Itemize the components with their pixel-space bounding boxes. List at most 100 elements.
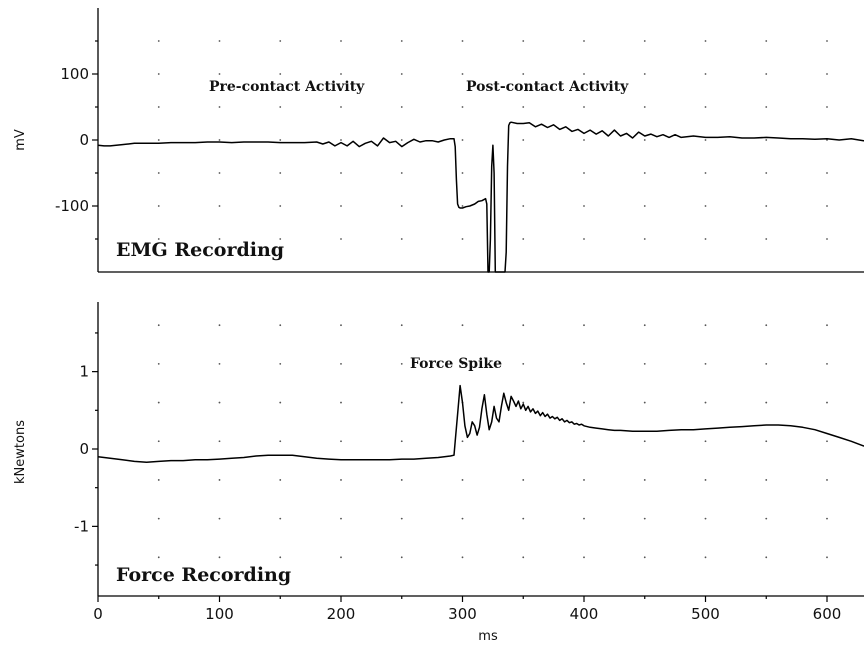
grid-dot [826, 139, 828, 141]
grid-dot [765, 324, 768, 327]
grid-dot [279, 440, 282, 443]
x-tick-label: 600 [813, 605, 842, 623]
grid-dot [279, 479, 282, 481]
grid-dot [522, 362, 525, 365]
grid-dot [400, 440, 403, 443]
grid-dot [643, 362, 646, 365]
grid-dot [765, 139, 768, 141]
grid-dot [400, 479, 403, 481]
grid-dot [400, 106, 403, 108]
grid-dot [583, 479, 585, 481]
grid-dot [157, 106, 160, 108]
grid-dot [643, 40, 646, 42]
force-panel: 1 0 -1 0 100 200 300 400 500 600 kNewtons Force S… [13, 302, 864, 644]
grid-dot [279, 172, 282, 174]
grid-dot [643, 73, 646, 75]
grid-dot [583, 324, 585, 327]
force-grid-dots [157, 324, 828, 559]
grid-dot [704, 205, 707, 207]
grid-dot [157, 401, 160, 404]
grid-dot [400, 172, 403, 174]
grid-dot [704, 517, 707, 520]
grid-dot [826, 517, 828, 520]
grid-dot [461, 479, 464, 481]
x-tick-label: 500 [691, 605, 720, 623]
grid-dot [704, 238, 707, 240]
grid-dot [826, 479, 828, 481]
grid-dot [583, 362, 585, 365]
grid-dot [461, 440, 464, 443]
grid-dot [279, 73, 282, 75]
emg-grid-dots [157, 40, 828, 240]
grid-dot [400, 517, 403, 520]
grid-dot [826, 238, 828, 240]
y-tick-label: 0 [79, 131, 89, 149]
grid-dot [643, 106, 646, 108]
grid-dot [826, 73, 828, 75]
grid-dot [643, 556, 646, 559]
grid-dot [340, 440, 342, 443]
emg-ticks: 100 0 -100 [55, 40, 98, 240]
grid-dot [461, 73, 464, 75]
y-tick-label: 0 [79, 440, 89, 458]
grid-dot [157, 205, 160, 207]
grid-dot [340, 362, 342, 365]
grid-dot [522, 440, 525, 443]
grid-dot [583, 139, 585, 141]
grid-dot [279, 238, 282, 240]
x-tick-label: 100 [205, 605, 234, 623]
grid-dot [340, 479, 342, 481]
grid-dot [400, 401, 403, 404]
grid-dot [765, 517, 768, 520]
grid-dot [157, 517, 160, 520]
emg-panel-title: EMG Recording [116, 239, 284, 261]
grid-dot [279, 205, 282, 207]
grid-dot [157, 40, 160, 42]
grid-dot [765, 556, 768, 559]
grid-dot [522, 479, 525, 481]
grid-dot [765, 238, 768, 240]
grid-dot [643, 238, 646, 240]
grid-dot [704, 139, 707, 141]
grid-dot [704, 401, 707, 404]
grid-dot [643, 172, 646, 174]
grid-dot [583, 517, 585, 520]
grid-dot [704, 172, 707, 174]
grid-dot [340, 205, 342, 207]
x-axis-label: ms [478, 629, 498, 644]
grid-dot [826, 440, 828, 443]
grid-dot [826, 401, 828, 404]
grid-dot [461, 172, 464, 174]
grid-dot [218, 517, 221, 520]
grid-dot [218, 238, 221, 240]
grid-dot [461, 556, 464, 559]
grid-dot [218, 73, 221, 75]
grid-dot [643, 517, 646, 520]
grid-dot [704, 556, 707, 559]
grid-dot [583, 556, 585, 559]
grid-dot [218, 172, 221, 174]
grid-dot [522, 106, 525, 108]
grid-dot [461, 324, 464, 327]
grid-dot [643, 139, 646, 141]
post-contact-label: Post-contact Activity [466, 79, 629, 95]
grid-dot [279, 40, 282, 42]
grid-dot [461, 517, 464, 520]
grid-dot [400, 73, 403, 75]
grid-dot [340, 172, 342, 174]
grid-dot [279, 556, 282, 559]
grid-dot [643, 324, 646, 327]
grid-dot [522, 517, 525, 520]
grid-dot [279, 139, 282, 141]
grid-dot [583, 73, 585, 75]
grid-dot [400, 40, 403, 42]
grid-dot [400, 324, 403, 327]
force-panel-title: Force Recording [116, 564, 291, 586]
grid-dot [583, 440, 585, 443]
grid-dot [279, 362, 282, 365]
grid-dot [157, 556, 160, 559]
grid-dot [704, 440, 707, 443]
grid-dot [340, 324, 342, 327]
grid-dot [400, 362, 403, 365]
grid-dot [765, 479, 768, 481]
